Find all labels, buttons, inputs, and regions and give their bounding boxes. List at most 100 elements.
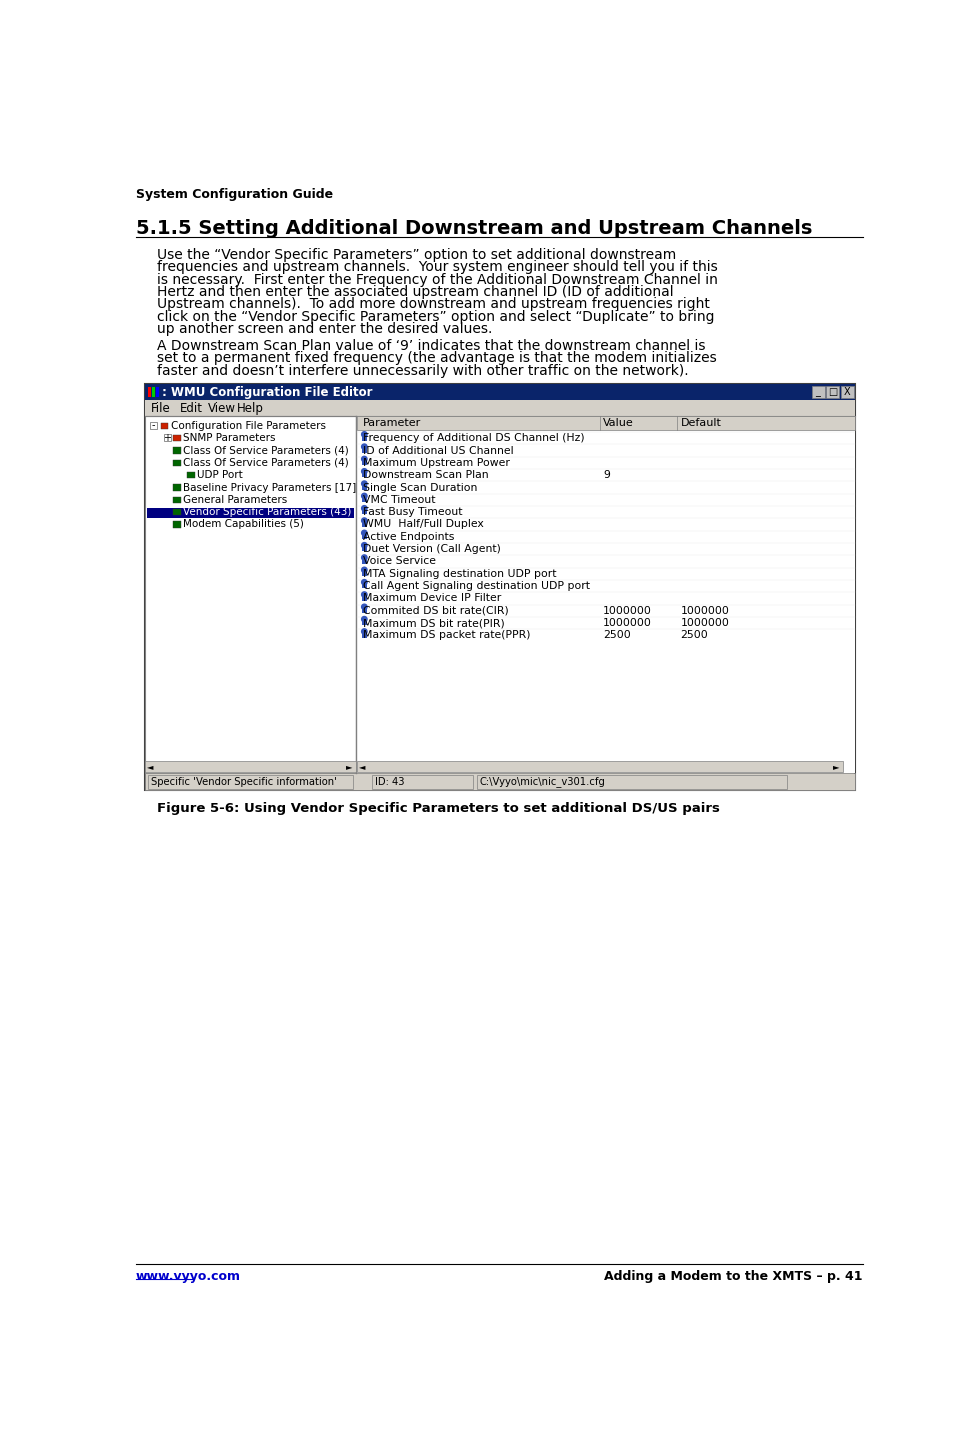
Text: Maximum Upstream Power: Maximum Upstream Power (362, 459, 509, 467)
Text: 9: 9 (603, 470, 610, 480)
Text: up another screen and enter the desired values.: up another screen and enter the desired … (157, 322, 492, 337)
Text: Specific 'Vendor Specific information': Specific 'Vendor Specific information' (151, 776, 337, 786)
Bar (361, 447, 367, 453)
Text: VMC Timeout: VMC Timeout (362, 495, 435, 505)
Text: faster and doesn’t interfere unnecessarily with other traffic on the network).: faster and doesn’t interfere unnecessari… (157, 364, 689, 377)
Text: : WMU Configuration File Editor: : WMU Configuration File Editor (162, 386, 372, 399)
Circle shape (361, 592, 367, 598)
Bar (372, 775, 472, 788)
Text: ◄: ◄ (147, 762, 154, 770)
Text: Adding a Modem to the XMTS – p. 41: Adding a Modem to the XMTS – p. 41 (604, 1270, 863, 1283)
Text: ►: ► (347, 762, 353, 770)
Text: Fast Busy Timeout: Fast Busy Timeout (362, 508, 463, 517)
Text: C:\Vyyo\mic\nic_v301.cfg: C:\Vyyo\mic\nic_v301.cfg (480, 776, 606, 786)
Bar (361, 620, 367, 625)
Bar (150, 422, 157, 429)
Bar (145, 383, 855, 791)
Bar (173, 496, 180, 503)
Circle shape (361, 432, 367, 437)
Bar (361, 608, 367, 612)
Text: Modem Capabilities (5): Modem Capabilities (5) (183, 519, 304, 530)
Text: +: + (163, 432, 171, 443)
Bar (148, 387, 151, 396)
Bar (145, 760, 356, 772)
Bar (156, 387, 159, 396)
Text: Figure 5-6: Using Vendor Specific Parameters to set additional DS/US pairs: Figure 5-6: Using Vendor Specific Parame… (157, 802, 720, 815)
Text: Configuration File Parameters: Configuration File Parameters (170, 421, 325, 431)
Text: -: - (151, 421, 155, 431)
Text: click on the “Vendor Specific Parameters” option and select “Duplicate” to bring: click on the “Vendor Specific Parameters… (157, 309, 714, 324)
Text: A Downstream Scan Plan value of ‘9’ indicates that the downstream channel is: A Downstream Scan Plan value of ‘9’ indi… (157, 340, 705, 353)
Circle shape (361, 554, 367, 560)
Bar (476, 775, 787, 788)
Bar (361, 559, 367, 564)
Text: Baseline Privacy Parameters [17]: Baseline Privacy Parameters [17] (183, 483, 356, 492)
Text: Class Of Service Parameters (4): Class Of Service Parameters (4) (183, 459, 349, 467)
Text: Class Of Service Parameters (4): Class Of Service Parameters (4) (183, 445, 349, 456)
Text: frequencies and upstream channels.  Your system engineer should tell you if this: frequencies and upstream channels. Your … (157, 260, 718, 274)
Text: Use the “Vendor Specific Parameters” option to set additional downstream: Use the “Vendor Specific Parameters” opt… (157, 248, 676, 263)
Bar (361, 633, 367, 637)
Bar (361, 534, 367, 540)
Bar (173, 447, 180, 454)
Bar (164, 434, 170, 441)
Text: MTA Signaling destination UDP port: MTA Signaling destination UDP port (362, 569, 556, 579)
Text: UDP Port: UDP Port (197, 470, 243, 480)
Bar (187, 472, 195, 479)
Bar (361, 583, 367, 588)
Text: Upstream channels).  To add more downstream and upstream frequencies right: Upstream channels). To add more downstre… (157, 297, 709, 312)
Bar (361, 595, 367, 601)
Text: Hertz and then enter the associated upstream channel ID (ID of additional: Hertz and then enter the associated upst… (157, 284, 673, 299)
Bar (173, 460, 180, 466)
Bar (361, 496, 367, 502)
Bar (173, 509, 180, 515)
Text: Commited DS bit rate(CIR): Commited DS bit rate(CIR) (362, 605, 508, 615)
Text: File: File (151, 402, 171, 415)
Text: 2500: 2500 (603, 630, 631, 640)
Text: _: _ (815, 387, 820, 398)
Bar (361, 435, 367, 441)
Circle shape (361, 628, 367, 634)
Text: System Configuration Guide: System Configuration Guide (135, 189, 333, 202)
Bar (811, 386, 825, 398)
Bar (826, 386, 840, 398)
Text: 1000000: 1000000 (603, 605, 652, 615)
Text: Maximum DS packet rate(PPR): Maximum DS packet rate(PPR) (362, 630, 530, 640)
Text: Value: Value (603, 418, 634, 428)
Text: Active Endpoints: Active Endpoints (362, 531, 454, 541)
Circle shape (361, 480, 367, 486)
Text: is necessary.  First enter the Frequency of the Additional Downstream Channel in: is necessary. First enter the Frequency … (157, 273, 718, 287)
Bar (145, 773, 855, 791)
Text: Vendor Specific Parameters (43): Vendor Specific Parameters (43) (183, 508, 352, 517)
Bar (361, 521, 367, 527)
Text: 2500: 2500 (681, 630, 708, 640)
Text: Help: Help (237, 402, 264, 415)
Bar (146, 508, 355, 518)
Bar (152, 387, 155, 396)
Circle shape (361, 505, 367, 511)
Text: set to a permanent fixed frequency (the advantage is that the modem initializes: set to a permanent fixed frequency (the … (157, 351, 716, 366)
Bar (361, 460, 367, 466)
Text: 5.1.5 Setting Additional Downstream and Upstream Channels: 5.1.5 Setting Additional Downstream and … (135, 219, 812, 238)
Bar (145, 400, 855, 416)
Bar (361, 570, 367, 576)
Text: ►: ► (833, 762, 840, 770)
Circle shape (361, 567, 367, 573)
Bar (161, 422, 169, 429)
Text: 1000000: 1000000 (681, 618, 730, 628)
Circle shape (361, 444, 367, 450)
Text: Downstream Scan Plan: Downstream Scan Plan (362, 470, 488, 480)
Text: Maximum DS bit rate(PIR): Maximum DS bit rate(PIR) (362, 618, 505, 628)
Circle shape (361, 579, 367, 585)
Circle shape (361, 543, 367, 548)
Text: General Parameters: General Parameters (183, 495, 287, 505)
Bar (841, 386, 854, 398)
Bar (356, 760, 843, 772)
Circle shape (361, 617, 367, 622)
Text: Default: Default (681, 418, 722, 428)
Bar (145, 416, 356, 773)
Bar (173, 521, 180, 528)
Text: 1000000: 1000000 (681, 605, 730, 615)
Circle shape (361, 530, 367, 535)
Text: □: □ (828, 387, 837, 398)
